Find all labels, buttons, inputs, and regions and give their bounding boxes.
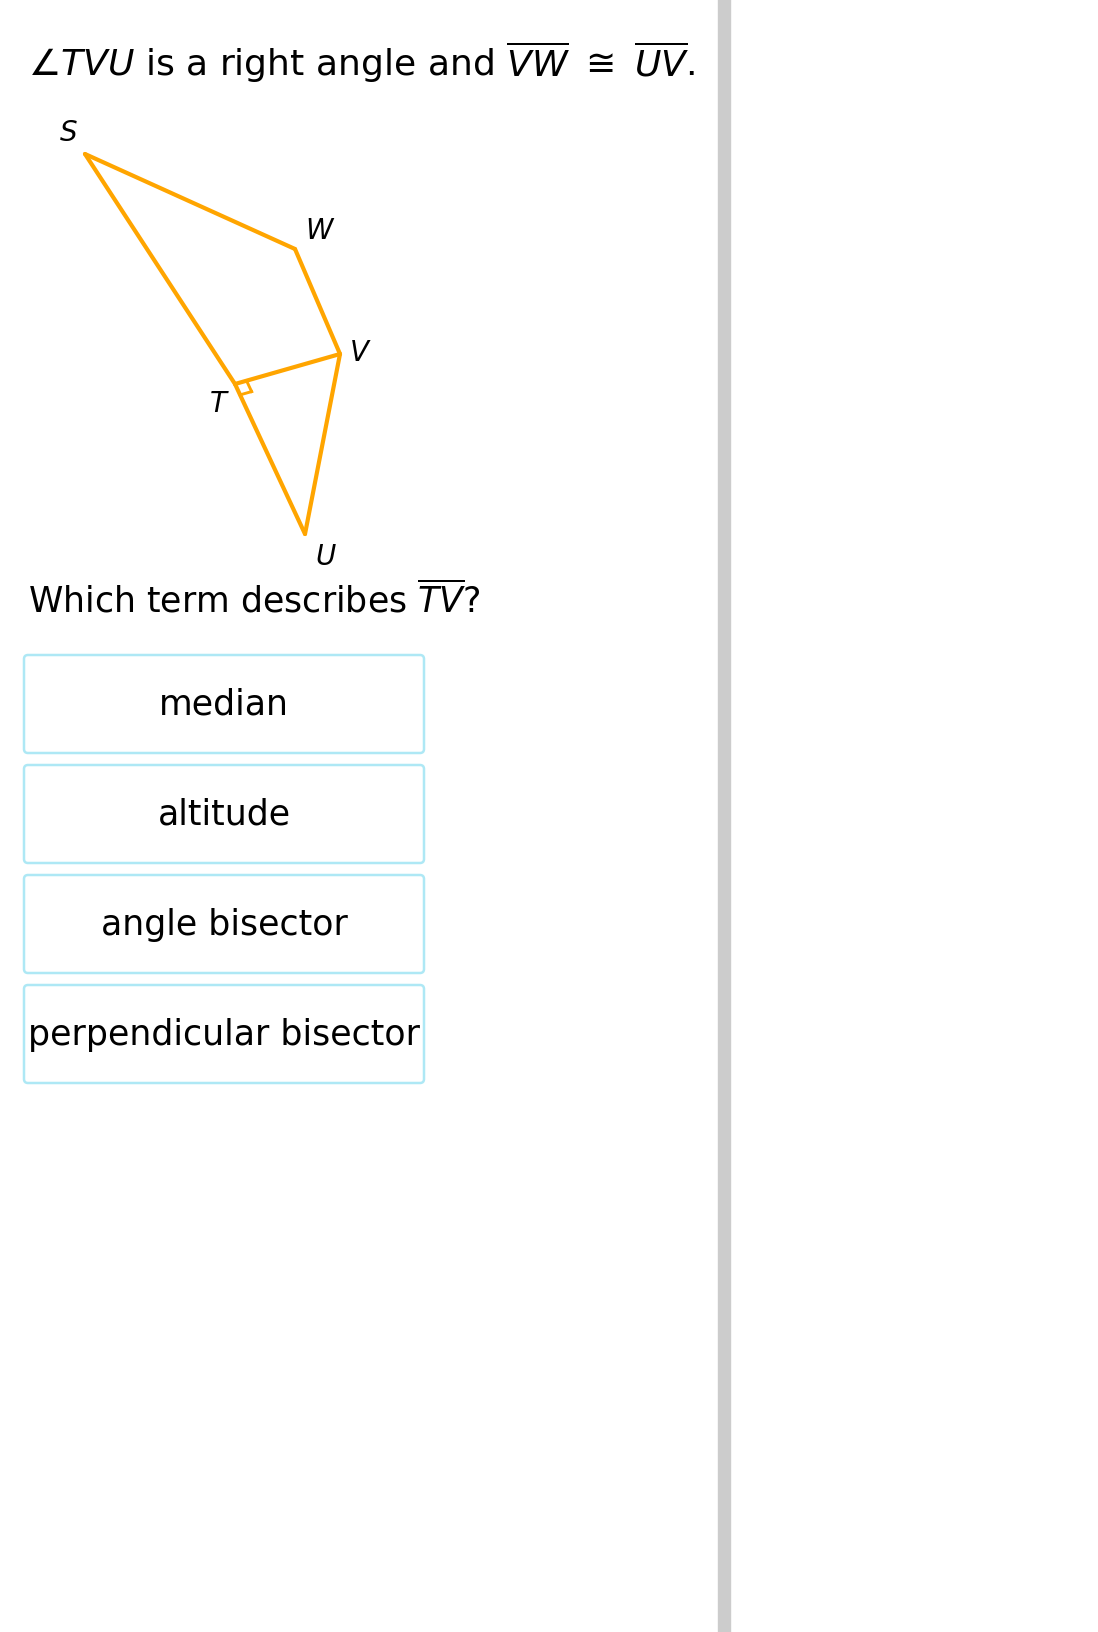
Text: $\angle\mathit{TVU}$ is a right angle and $\overline{\mathit{VW}}$ $\cong$ $\ove: $\angle\mathit{TVU}$ is a right angle an…	[29, 39, 695, 85]
Text: altitude: altitude	[157, 798, 291, 831]
FancyBboxPatch shape	[24, 765, 424, 863]
Text: V: V	[350, 339, 369, 367]
Text: W: W	[305, 217, 333, 245]
Text: median: median	[159, 687, 289, 721]
Text: T: T	[210, 390, 227, 418]
Text: U: U	[315, 543, 335, 571]
FancyBboxPatch shape	[24, 986, 424, 1084]
Text: Which term describes $\overline{\mathit{TV}}$?: Which term describes $\overline{\mathit{…	[29, 581, 481, 619]
Text: angle bisector: angle bisector	[101, 907, 347, 942]
FancyBboxPatch shape	[24, 656, 424, 754]
FancyBboxPatch shape	[24, 875, 424, 973]
Text: perpendicular bisector: perpendicular bisector	[29, 1017, 421, 1051]
Text: S: S	[59, 119, 77, 147]
